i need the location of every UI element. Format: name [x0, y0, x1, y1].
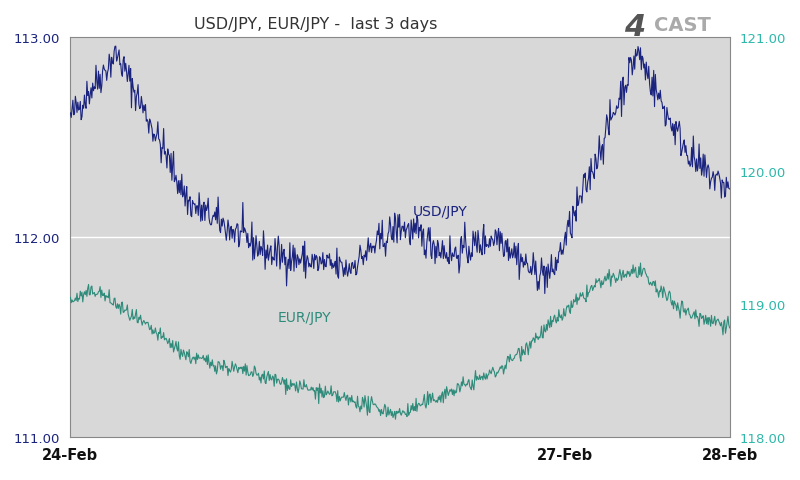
Text: USD/JPY, EUR/JPY -  last 3 days: USD/JPY, EUR/JPY - last 3 days [194, 17, 438, 32]
Text: CAST: CAST [654, 16, 711, 36]
Text: EUR/JPY: EUR/JPY [278, 310, 332, 324]
Text: 4: 4 [624, 13, 646, 42]
Text: USD/JPY: USD/JPY [413, 204, 468, 219]
